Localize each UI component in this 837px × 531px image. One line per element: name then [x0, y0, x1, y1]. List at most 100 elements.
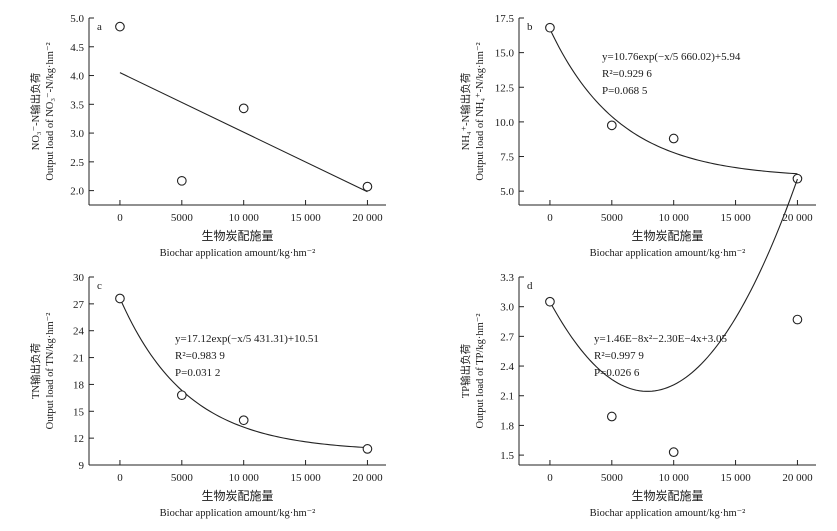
x-tick-label: 15 000 — [720, 212, 751, 224]
x-axis-title-cn: 生物炭配施量 — [201, 229, 273, 243]
fit-curve — [549, 178, 798, 392]
panel-label: a — [97, 21, 102, 33]
y-tick-label: 2.4 — [500, 361, 514, 373]
y-tick-label: 3.0 — [500, 302, 514, 314]
x-tick-label: 5000 — [171, 472, 194, 484]
data-point — [176, 390, 187, 401]
data-point — [668, 447, 679, 457]
y-tick-label: 3.3 — [500, 272, 514, 284]
x-axis-title-en: Biochar application amount/kg·hm⁻² — [160, 248, 316, 259]
y-axis-title-cn: NH₄⁺-N输出负荷 — [459, 73, 472, 150]
panel-b: b 5.0 7.5 10.0 12.5 15.0 17.5 0 5000 10 000 15 000… — [459, 13, 816, 259]
x-tick-label: 5000 — [601, 472, 624, 484]
data-point — [606, 411, 617, 422]
y-tick-label: 15.0 — [495, 48, 515, 60]
data-point — [545, 22, 555, 33]
panel-c: c 9 12 15 18 21 24 27 30 0 5000 10 000 15 000 20 000 生… — [29, 272, 386, 519]
panel-a: a 2.0 2.5 3.0 3.5 4.0 4.5 5.0 0 5000 10 000 15 000 2… — [29, 13, 386, 259]
panel-d: d 1.5 1.8 2.1 2.4 2.7 3.0 3.3 0 5000 10 000 15 000 2… — [459, 178, 816, 519]
y-tick-label: 12 — [73, 433, 84, 445]
fit-annotation: R²=0.983 9 — [175, 350, 225, 362]
panel-label: b — [527, 21, 533, 33]
x-tick-label: 20 000 — [352, 472, 383, 484]
x-tick-label: 10 000 — [659, 472, 690, 484]
y-tick-label: 18 — [73, 379, 85, 391]
y-axis-title-en: Output load of NH₄⁺-N/kg·hm⁻² — [475, 42, 486, 180]
fit-annotation: y=10.76exp(−x/5 660.02)+5.94 — [602, 51, 741, 63]
y-tick-label: 24 — [73, 326, 85, 338]
x-axis-title-en: Biochar application amount/kg·hm⁻² — [160, 508, 316, 519]
fit-curve — [119, 297, 368, 449]
data-point — [115, 293, 125, 304]
y-axis-title-cn: TN输出负荷 — [29, 343, 42, 399]
y-tick-label: 1.8 — [500, 420, 514, 432]
fit-annotation: y=1.46E−8x²−2.30E−4x+3.05 — [594, 333, 728, 345]
x-tick-label: 20 000 — [352, 212, 383, 224]
y-tick-label: 9 — [79, 460, 85, 472]
y-tick-label: 30 — [73, 272, 85, 284]
x-tick-label: 15 000 — [720, 472, 751, 484]
panel-label: d — [527, 280, 533, 292]
data-point — [238, 415, 249, 426]
panel-label: c — [97, 280, 102, 292]
x-axis-title-en: Biochar application amount/kg·hm⁻² — [590, 248, 746, 259]
y-tick-label: 5.0 — [500, 186, 514, 198]
y-tick-label: 10.0 — [495, 117, 515, 129]
x-tick-label: 15 000 — [290, 212, 321, 224]
y-tick-label: 27 — [73, 299, 85, 311]
y-tick-label: 4.5 — [70, 42, 84, 54]
data-point — [362, 444, 373, 454]
y-tick-label: 1.5 — [500, 450, 514, 462]
data-point — [606, 120, 617, 131]
y-tick-label: 2.5 — [70, 157, 84, 169]
data-point — [362, 181, 373, 192]
x-tick-label: 5000 — [601, 212, 624, 224]
y-axis-title-en: Output load of NO₃⁻-N/kg·hm⁻² — [45, 42, 56, 180]
data-point — [668, 133, 679, 144]
fit-annotation: P=0.026 6 — [594, 367, 640, 379]
fit-line — [119, 72, 368, 193]
y-axis-title-cn: NO₃⁻-N输出负荷 — [29, 73, 42, 150]
fit-annotation: y=17.12exp(−x/5 431.31)+10.51 — [175, 333, 319, 345]
y-axis-title-en: Output load of TP/kg·hm⁻² — [475, 314, 486, 429]
x-tick-label: 0 — [547, 472, 553, 484]
x-tick-label: 0 — [117, 212, 123, 224]
y-tick-label: 12.5 — [495, 82, 515, 94]
y-tick-label: 15 — [73, 406, 85, 418]
x-tick-label: 0 — [117, 472, 123, 484]
y-tick-label: 3.0 — [70, 128, 84, 140]
data-point — [792, 314, 803, 325]
y-tick-label: 3.5 — [70, 99, 84, 111]
x-tick-label: 5000 — [171, 212, 194, 224]
data-point — [115, 21, 125, 32]
fit-curve — [549, 28, 798, 175]
y-axis-title-en: Output load of TN/kg·hm⁻² — [45, 313, 56, 430]
y-tick-label: 4.0 — [70, 71, 84, 83]
x-tick-label: 15 000 — [290, 472, 321, 484]
x-tick-label: 10 000 — [229, 212, 260, 224]
data-point — [176, 175, 187, 186]
fit-annotation: P=0.031 2 — [175, 367, 220, 379]
x-tick-label: 0 — [547, 212, 553, 224]
x-axis-title-cn: 生物炭配施量 — [631, 489, 703, 503]
x-axis-title-cn: 生物炭配施量 — [631, 229, 703, 243]
y-tick-label: 2.7 — [500, 331, 514, 343]
data-point — [792, 173, 803, 184]
data-point — [545, 296, 555, 307]
x-tick-label: 20 000 — [782, 212, 813, 224]
y-tick-label: 5.0 — [70, 13, 84, 25]
y-tick-label: 7.5 — [500, 152, 514, 164]
data-point — [238, 103, 249, 114]
x-tick-label: 10 000 — [229, 472, 260, 484]
fit-annotation: R²=0.997 9 — [594, 350, 644, 362]
fit-annotation: R²=0.929 6 — [602, 68, 652, 80]
x-tick-label: 20 000 — [782, 472, 813, 484]
y-tick-label: 21 — [73, 353, 84, 365]
x-axis-title-cn: 生物炭配施量 — [201, 489, 273, 503]
y-axis-title-cn: TP输出负荷 — [459, 344, 472, 398]
x-axis-title-en: Biochar application amount/kg·hm⁻² — [590, 508, 746, 519]
fit-annotation: P=0.068 5 — [602, 85, 648, 97]
y-tick-label: 17.5 — [495, 13, 515, 25]
